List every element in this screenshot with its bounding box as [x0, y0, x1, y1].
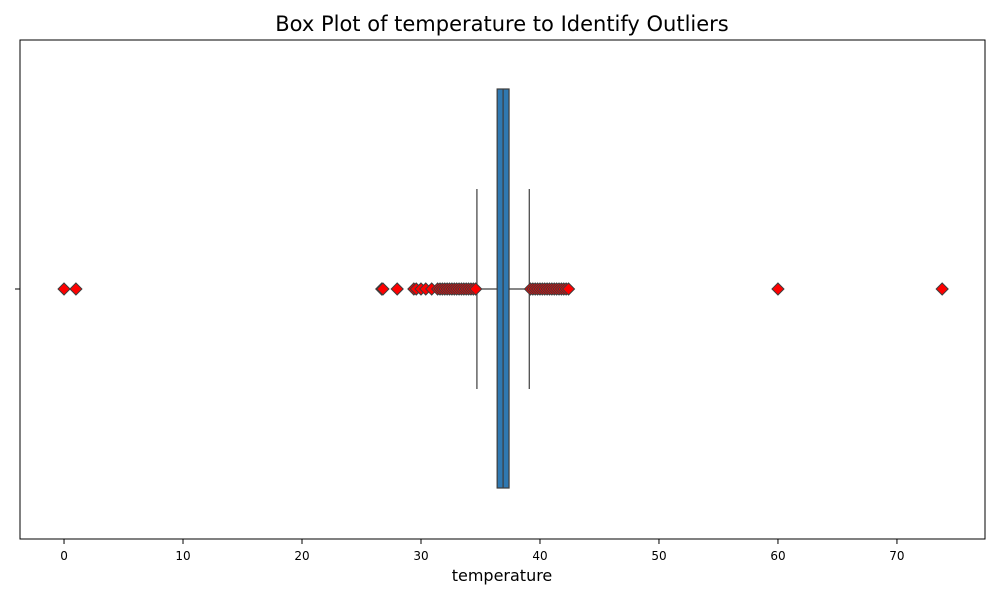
box-plot-marks: [476, 88, 530, 489]
x-tick-label: 50: [651, 549, 666, 563]
x-tick-label: 10: [175, 549, 190, 563]
x-tick-label: 30: [413, 549, 428, 563]
outliers: [57, 282, 949, 296]
outlier-point: [69, 282, 83, 296]
x-tick-label: 60: [770, 549, 785, 563]
outlier-point: [469, 282, 483, 296]
x-tick-label: 70: [889, 549, 904, 563]
outlier-point: [561, 282, 576, 296]
x-tick-label: 20: [294, 549, 309, 563]
outlier-point: [771, 282, 785, 296]
outlier-point: [376, 282, 390, 296]
chart-title: Box Plot of temperature to Identify Outl…: [275, 12, 729, 36]
x-axis: 0 10 20 30 40 50 60 70: [60, 539, 905, 563]
x-tick-label: 40: [532, 549, 547, 563]
outlier-point: [390, 282, 404, 296]
x-axis-label: temperature: [452, 566, 553, 585]
x-tick-label: 0: [60, 549, 68, 563]
outlier-point: [57, 282, 71, 296]
outlier-point: [935, 282, 949, 296]
